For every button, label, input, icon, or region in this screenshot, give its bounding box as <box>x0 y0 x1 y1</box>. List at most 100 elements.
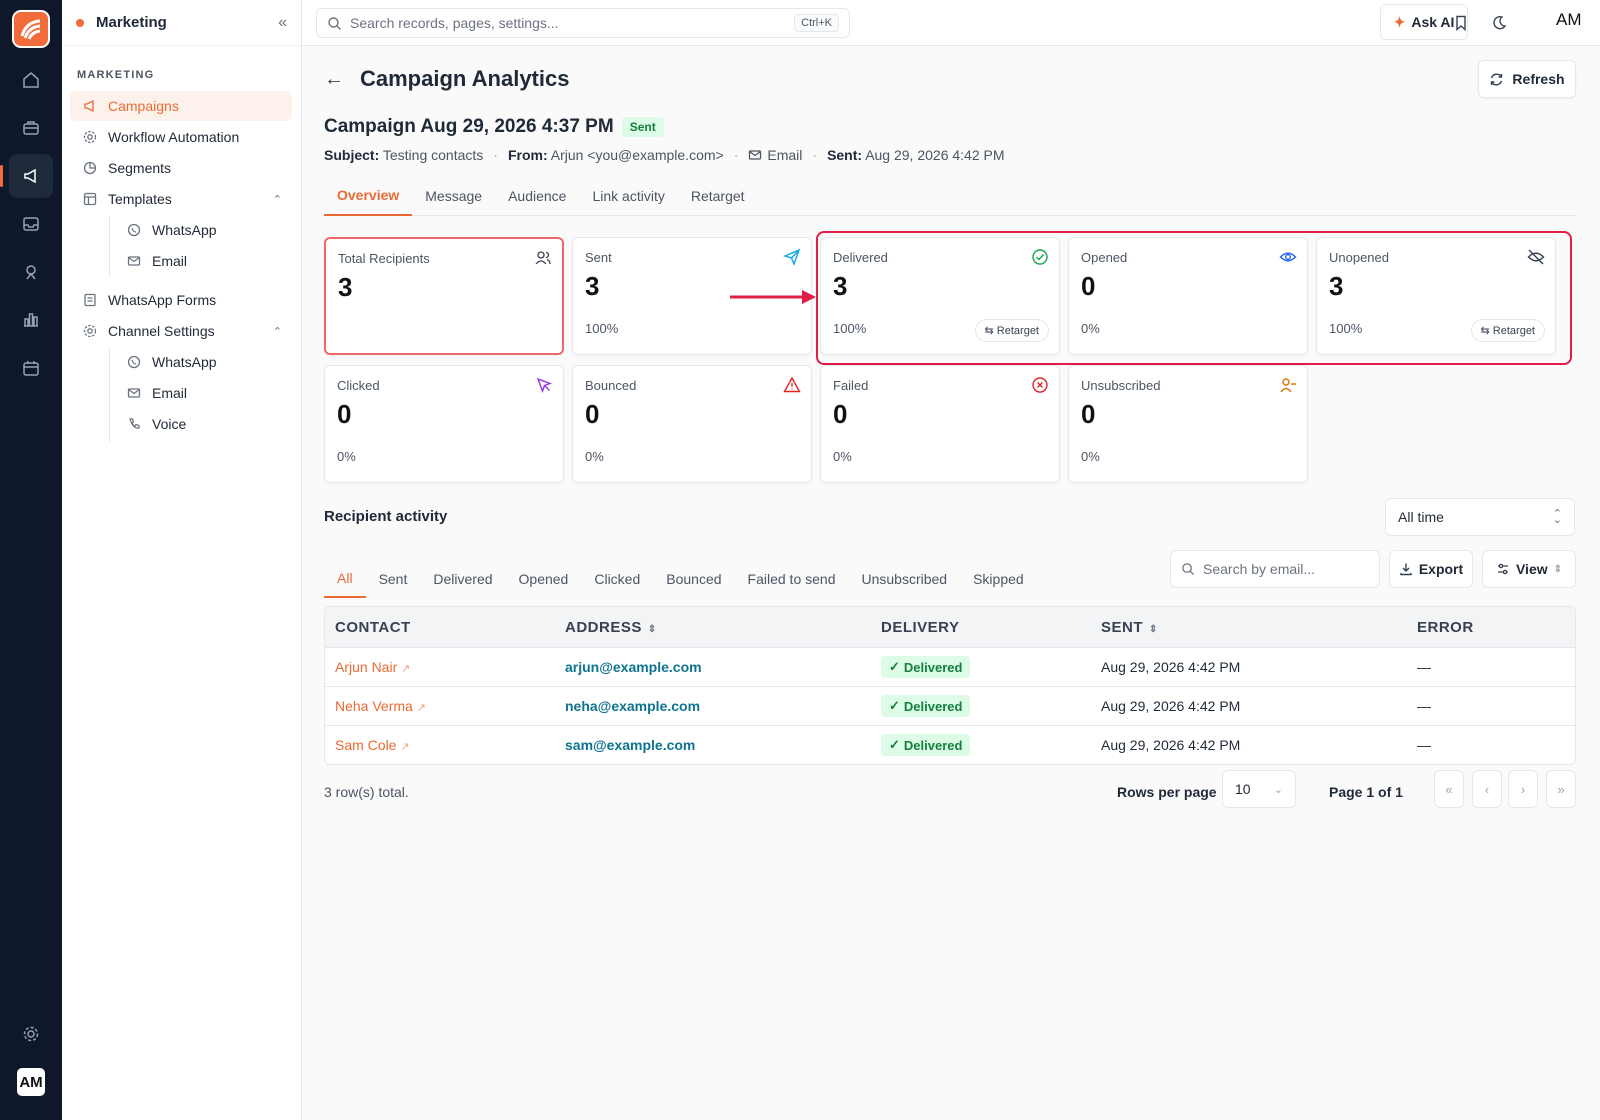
main-content: ← Campaign Analytics Refresh Campaign Au… <box>302 46 1600 1120</box>
rail-support[interactable] <box>9 250 53 294</box>
bookmark-icon[interactable] <box>1450 12 1472 34</box>
collapse-sidebar-icon[interactable]: « <box>278 13 287 31</box>
filter-tab-skipped[interactable]: Skipped <box>973 571 1024 587</box>
stat-card-unopened[interactable]: Unopened 3 100% ⇆ Retarget <box>1316 237 1556 355</box>
rail-calendar[interactable] <box>9 346 53 390</box>
annotation-arrow-icon <box>730 290 816 304</box>
sidebar-item-label: Email <box>152 253 188 269</box>
sidebar-item-templates[interactable]: Templates ⌃ <box>70 184 292 214</box>
subject-meta: Subject: Testing contacts <box>324 147 483 163</box>
rail-inbox[interactable] <box>9 202 53 246</box>
sort-icon[interactable]: ⇕ <box>647 623 657 635</box>
sort-icon[interactable]: ⇕ <box>1149 623 1158 635</box>
email-search-input[interactable]: Search by email... <box>1170 550 1380 588</box>
tab-overview[interactable]: Overview <box>324 176 413 216</box>
address-link[interactable]: sam@example.com <box>565 737 696 753</box>
time-range-select[interactable]: All time ⌃ ⌄ <box>1385 498 1575 536</box>
export-button[interactable]: Export <box>1389 550 1473 588</box>
rail-briefcase[interactable] <box>9 106 53 150</box>
contact-cell[interactable]: Arjun Nair ↗ <box>325 659 557 675</box>
delivery-badge: ✓ Delivered <box>881 656 971 678</box>
stat-label: Bounced <box>585 378 637 393</box>
last-page-button[interactable]: » <box>1546 770 1576 808</box>
sidebar-item-whatsapp-forms[interactable]: WhatsApp Forms <box>70 285 292 315</box>
sidebar-item-workflow-automation[interactable]: Workflow Automation <box>70 122 292 152</box>
address-link[interactable]: arjun@example.com <box>565 659 702 675</box>
stat-label: Unsubscribed <box>1081 378 1161 393</box>
sidebar-item-label: WhatsApp Forms <box>108 292 217 308</box>
next-page-button[interactable]: › <box>1508 770 1538 808</box>
search-shortcut: Ctrl+K <box>794 14 839 32</box>
contact-cell[interactable]: Neha Verma ↗ <box>325 698 557 714</box>
search-icon <box>328 16 341 30</box>
tab-retarget[interactable]: Retarget <box>690 188 745 204</box>
view-label: View <box>1515 561 1548 577</box>
user-avatar[interactable]: AM <box>17 1068 45 1096</box>
sidebar-item-campaigns[interactable]: Campaigns <box>70 91 292 121</box>
retarget-button[interactable]: ⇆ Retarget <box>974 319 1049 342</box>
campaign-title-row: Campaign Aug 29, 2026 4:37 PM Sent <box>324 116 664 138</box>
chevron-up-icon[interactable]: ⌃ <box>272 193 282 206</box>
refresh-icon <box>1491 73 1503 85</box>
rail-marketing[interactable] <box>0 154 53 198</box>
column-header-address[interactable]: ADDRESS ⇕ <box>557 619 873 636</box>
sidebar-item-segments[interactable]: Segments <box>70 153 292 183</box>
sent-cell: Aug 29, 2026 4:42 PM <box>1101 698 1241 714</box>
stat-card-opened[interactable]: Opened 0 0% <box>1068 237 1308 355</box>
contact-cell[interactable]: Sam Cole ↗ <box>325 737 557 753</box>
global-search-input[interactable]: Search records, pages, settings... Ctrl+… <box>316 8 850 38</box>
first-page-button[interactable]: « <box>1434 770 1464 808</box>
sidebar-item-channel-whatsapp[interactable]: WhatsApp <box>114 347 292 377</box>
mail-icon <box>126 253 142 269</box>
refresh-button[interactable]: Refresh <box>1478 60 1576 98</box>
rows-per-page-select[interactable]: 10 ⌄ <box>1222 770 1296 808</box>
cursor-click-icon <box>536 377 553 394</box>
address-link[interactable]: neha@example.com <box>565 698 701 714</box>
sidebar-item-templates-email[interactable]: Email <box>114 246 292 276</box>
sent-value: Aug 29, 2026 4:42 PM <box>865 147 1005 163</box>
table-row: Arjun Nair ↗ arjun@example.com ✓ Delivere… <box>325 647 1575 686</box>
rail-settings[interactable] <box>9 1012 53 1056</box>
chevron-up-icon[interactable]: ⌃ <box>272 325 282 338</box>
app-logo[interactable] <box>12 10 50 48</box>
rail-home[interactable] <box>9 58 53 102</box>
filter-tab-bounced[interactable]: Bounced <box>666 571 722 587</box>
stat-card-unsubscribed[interactable]: Unsubscribed 0 0% <box>1068 365 1308 483</box>
stat-card-clicked[interactable]: Clicked 0 0% <box>324 365 564 483</box>
column-header-sent[interactable]: SENT ⇕ <box>1093 619 1409 636</box>
sidebar-item-channel-voice[interactable]: Voice <box>114 409 292 439</box>
retarget-icon: ⇆ <box>1480 325 1490 337</box>
tab-message[interactable]: Message <box>425 188 483 204</box>
contact-link[interactable]: Neha Verma <box>335 698 413 714</box>
stat-card-delivered[interactable]: Delivered 3 100% ⇆ Retarget <box>820 237 1060 355</box>
prev-page-button[interactable]: ‹ <box>1472 770 1502 808</box>
tab-audience[interactable]: Audience <box>508 188 567 204</box>
contact-link[interactable]: Arjun Nair <box>335 659 398 675</box>
sidebar-item-channel-settings[interactable]: Channel Settings ⌃ <box>70 316 292 346</box>
filter-tab-clicked[interactable]: Clicked <box>594 571 641 587</box>
stat-card-failed[interactable]: Failed 0 0% <box>820 365 1060 483</box>
workflow-icon <box>82 129 98 145</box>
filter-tab-all[interactable]: All <box>324 560 366 598</box>
sidebar-item-channel-email[interactable]: Email <box>114 378 292 408</box>
filter-tab-failed[interactable]: Failed to send <box>747 571 836 587</box>
dark-mode-icon[interactable] <box>1488 12 1510 34</box>
view-button[interactable]: View ⇕ <box>1482 550 1576 588</box>
filter-tab-delivered[interactable]: Delivered <box>433 571 493 587</box>
filter-tab-sent[interactable]: Sent <box>378 571 408 587</box>
rail-reports[interactable] <box>9 298 53 342</box>
search-icon <box>1182 563 1195 576</box>
filter-tab-opened[interactable]: Opened <box>518 571 569 587</box>
topbar-avatar[interactable]: AM <box>1556 10 1582 29</box>
sidebar-item-templates-whatsapp[interactable]: WhatsApp <box>114 215 292 245</box>
back-arrow-icon[interactable]: ← <box>324 67 344 90</box>
stat-card-bounced[interactable]: Bounced 0 0% <box>572 365 812 483</box>
tab-link-activity[interactable]: Link activity <box>592 188 665 204</box>
retarget-button[interactable]: ⇆ Retarget <box>1470 319 1545 342</box>
contact-link[interactable]: Sam Cole <box>335 737 397 753</box>
stat-card-total-recipients[interactable]: Total Recipients 3 <box>324 237 564 355</box>
ask-ai-button[interactable]: ✦ Ask AI <box>1380 4 1468 40</box>
delivery-status: Delivered <box>903 737 963 753</box>
sidebar-item-label: Email <box>152 385 188 401</box>
filter-tab-unsubscribed[interactable]: Unsubscribed <box>861 571 948 587</box>
